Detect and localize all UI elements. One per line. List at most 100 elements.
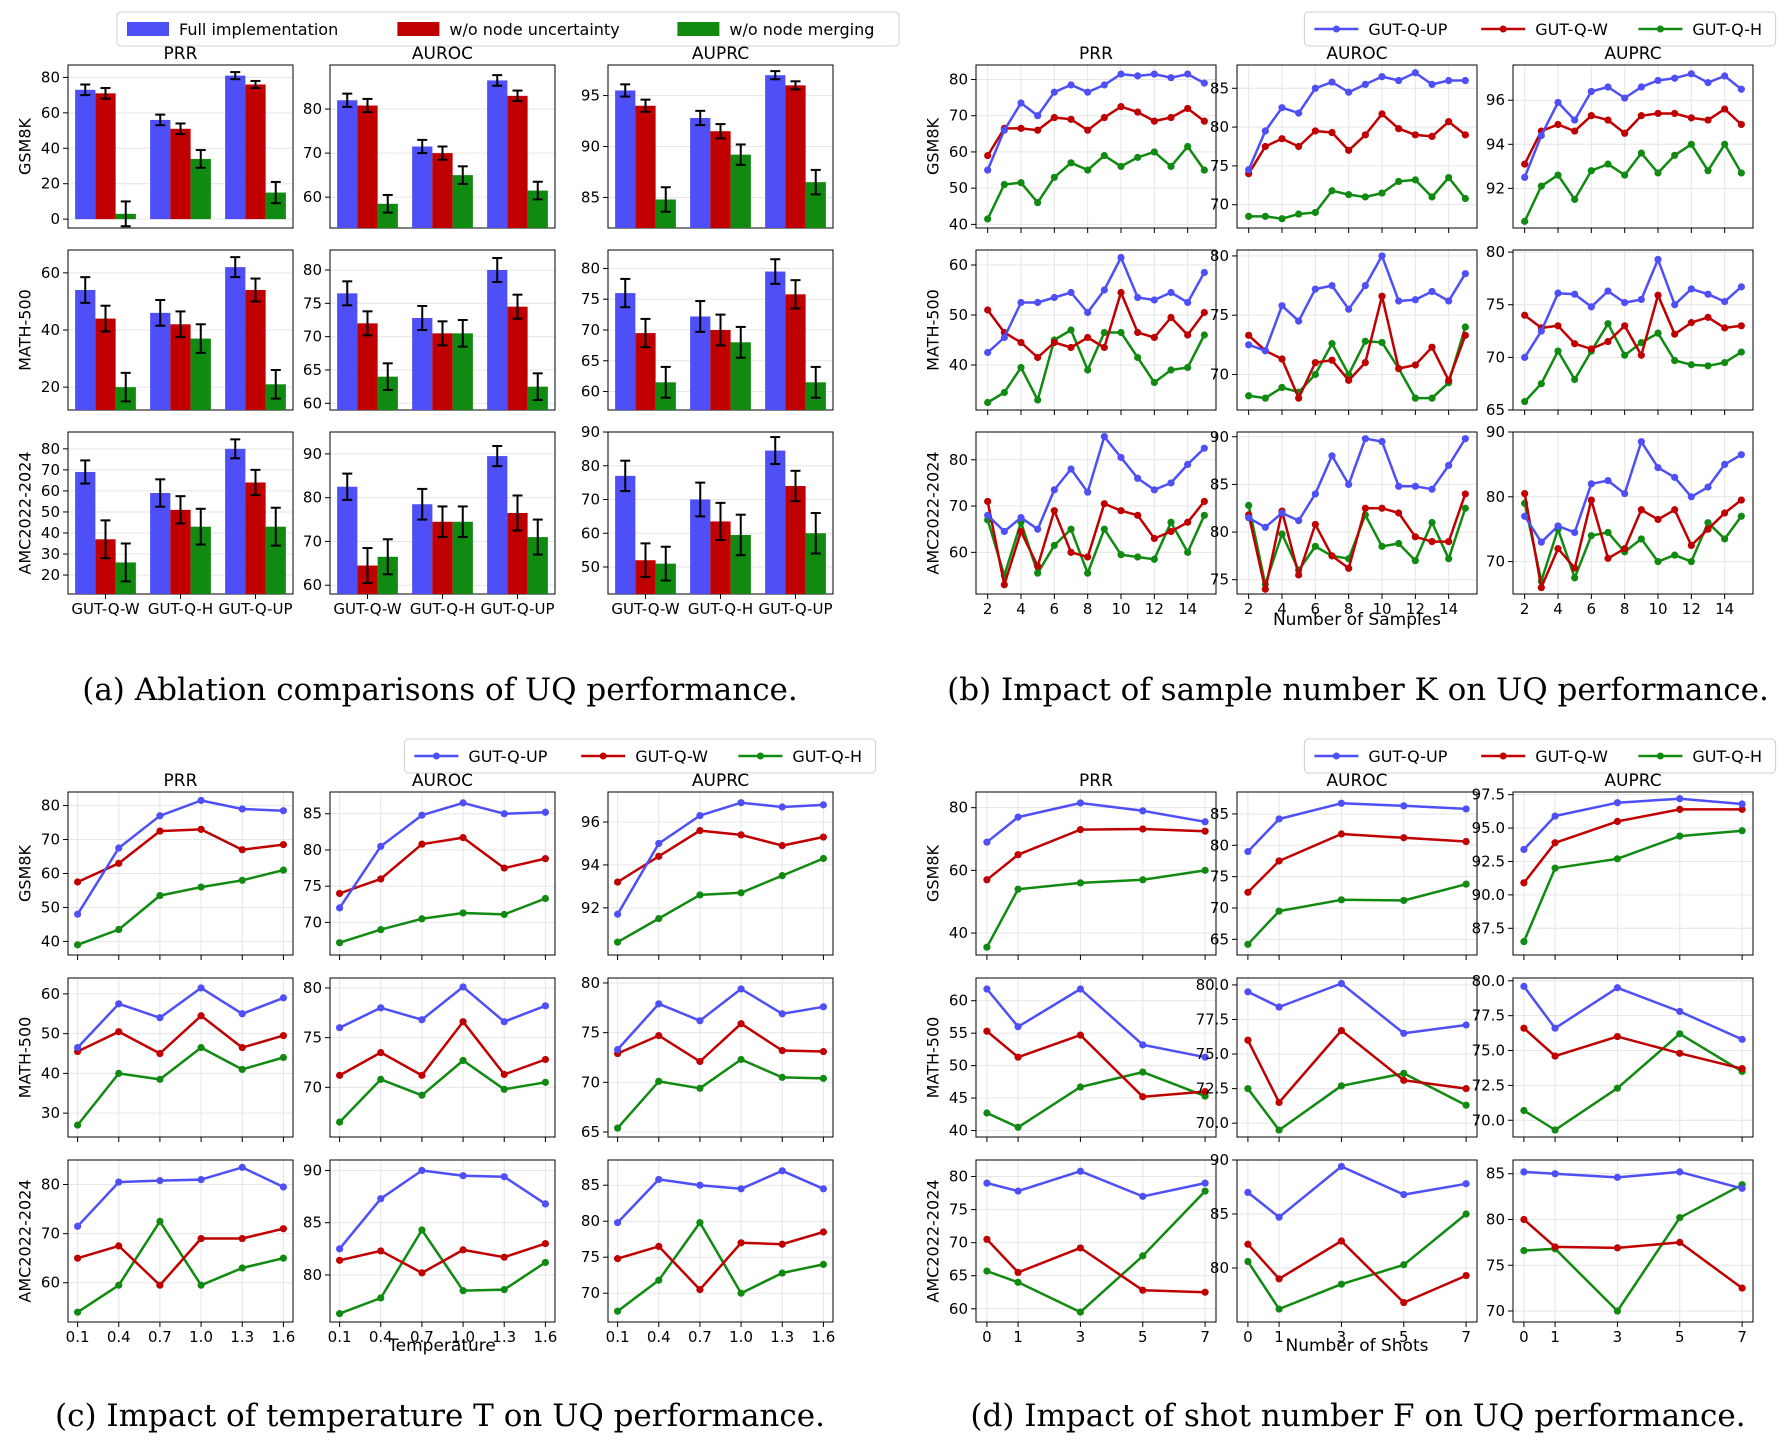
tick-label-y: 70 bbox=[303, 1078, 322, 1096]
data-point bbox=[1400, 1029, 1408, 1037]
tick-label-y: 80.0 bbox=[1196, 976, 1229, 994]
legend-marker bbox=[599, 752, 607, 760]
series-line bbox=[76, 986, 284, 1049]
data-point bbox=[197, 984, 205, 992]
series-line bbox=[616, 1169, 824, 1224]
bar bbox=[487, 80, 508, 229]
tick-label-y: 45 bbox=[949, 1089, 968, 1107]
tick-label-y: 75 bbox=[581, 1024, 600, 1042]
legend-marker bbox=[756, 752, 764, 760]
data-point bbox=[1311, 285, 1319, 293]
data-point bbox=[1100, 113, 1108, 122]
data-point bbox=[1411, 296, 1419, 304]
tick-label-x: GUT-Q-UP bbox=[480, 600, 554, 618]
data-point bbox=[377, 875, 385, 883]
tick-label-y: 70 bbox=[949, 107, 968, 125]
data-point bbox=[418, 1071, 426, 1079]
data-point bbox=[1034, 562, 1042, 570]
data-point bbox=[115, 1178, 123, 1186]
tick-label-y: 80 bbox=[949, 799, 968, 817]
data-point bbox=[1328, 552, 1336, 560]
data-point bbox=[1737, 283, 1745, 291]
data-point bbox=[1554, 322, 1562, 330]
tick-label-x: 1.3 bbox=[770, 1328, 794, 1346]
tick-label-y: 80 bbox=[41, 797, 60, 815]
data-point bbox=[1604, 554, 1612, 562]
data-point bbox=[614, 1219, 622, 1227]
data-point bbox=[984, 151, 992, 160]
data-point bbox=[1621, 94, 1629, 102]
data-point bbox=[500, 1070, 508, 1078]
dataset-label: AMC2022-2024 bbox=[16, 1179, 35, 1302]
subplot-c-r2-c2: 70 75 80 85 0.1 0.4 0.7 1.0 1.3 1.6 bbox=[581, 1159, 835, 1346]
data-point bbox=[1245, 166, 1253, 174]
data-point bbox=[1245, 212, 1253, 220]
dataset-label: GSM8K bbox=[924, 844, 943, 902]
data-point bbox=[1000, 388, 1008, 397]
data-point bbox=[1278, 509, 1286, 517]
legend-label: Full implementation bbox=[179, 20, 338, 39]
bar bbox=[507, 306, 528, 410]
data-point bbox=[1637, 295, 1645, 304]
data-point bbox=[336, 904, 344, 912]
data-point bbox=[1275, 1305, 1283, 1313]
data-point bbox=[1117, 103, 1125, 111]
data-point bbox=[1400, 1076, 1408, 1084]
metric-title: PRR bbox=[1079, 44, 1113, 64]
tick-label-y: 90 bbox=[581, 423, 600, 441]
bar bbox=[245, 482, 266, 594]
tick-label-y: 72.5 bbox=[1472, 1076, 1505, 1094]
data-point bbox=[1139, 1093, 1147, 1101]
data-point bbox=[377, 842, 385, 850]
data-point bbox=[983, 943, 991, 951]
data-point bbox=[1014, 1123, 1022, 1131]
tick-label-x: 7 bbox=[1461, 1328, 1471, 1346]
data-point bbox=[1117, 70, 1125, 78]
tick-label-y: 60 bbox=[581, 383, 600, 401]
legend-d: GUT-Q-UP GUT-Q-W GUT-Q-H bbox=[1303, 738, 1777, 774]
data-point bbox=[1737, 120, 1745, 129]
data-point bbox=[696, 811, 704, 820]
data-point bbox=[377, 1004, 385, 1012]
data-point bbox=[1034, 199, 1042, 207]
plot-frame bbox=[329, 791, 556, 956]
data-point bbox=[1395, 539, 1403, 548]
bar bbox=[487, 270, 508, 410]
data-point bbox=[696, 1219, 704, 1227]
data-point bbox=[1167, 288, 1175, 297]
data-point bbox=[1311, 208, 1319, 217]
data-point bbox=[156, 1217, 164, 1225]
bar bbox=[337, 293, 358, 410]
tick-label-y: 80 bbox=[581, 974, 600, 992]
data-point bbox=[156, 1177, 164, 1185]
data-point bbox=[1076, 879, 1085, 887]
data-point bbox=[1017, 179, 1025, 187]
data-point bbox=[1200, 268, 1208, 277]
tick-label-x: 1 bbox=[1550, 1328, 1560, 1346]
data-point bbox=[1461, 331, 1469, 339]
data-point bbox=[1050, 507, 1058, 515]
tick-label-y: 55 bbox=[949, 1024, 968, 1042]
data-point bbox=[1084, 88, 1092, 96]
data-point bbox=[1428, 80, 1436, 89]
data-point bbox=[1411, 533, 1419, 541]
data-point bbox=[1621, 129, 1629, 137]
tick-label-y: 20 bbox=[41, 566, 60, 584]
tick-label-y: 70 bbox=[41, 461, 60, 479]
tick-label-y: 65 bbox=[581, 1123, 600, 1141]
data-point bbox=[1345, 88, 1353, 96]
plot-frame bbox=[1236, 431, 1478, 595]
data-point bbox=[1551, 1024, 1559, 1032]
tick-label-y: 80.0 bbox=[1472, 972, 1505, 990]
series-line bbox=[986, 72, 1205, 171]
data-point bbox=[614, 938, 622, 946]
tick-label-y: 92 bbox=[1486, 179, 1505, 197]
data-point bbox=[1738, 1284, 1746, 1292]
plot-frame bbox=[1512, 249, 1754, 411]
series-line bbox=[1246, 802, 1467, 853]
data-point bbox=[418, 1226, 426, 1234]
tick-label-x: 4 bbox=[1277, 600, 1287, 618]
data-point bbox=[1261, 394, 1269, 402]
data-point bbox=[1100, 81, 1108, 89]
panel-caption: (a) Ablation comparisons of UQ performan… bbox=[82, 672, 798, 708]
